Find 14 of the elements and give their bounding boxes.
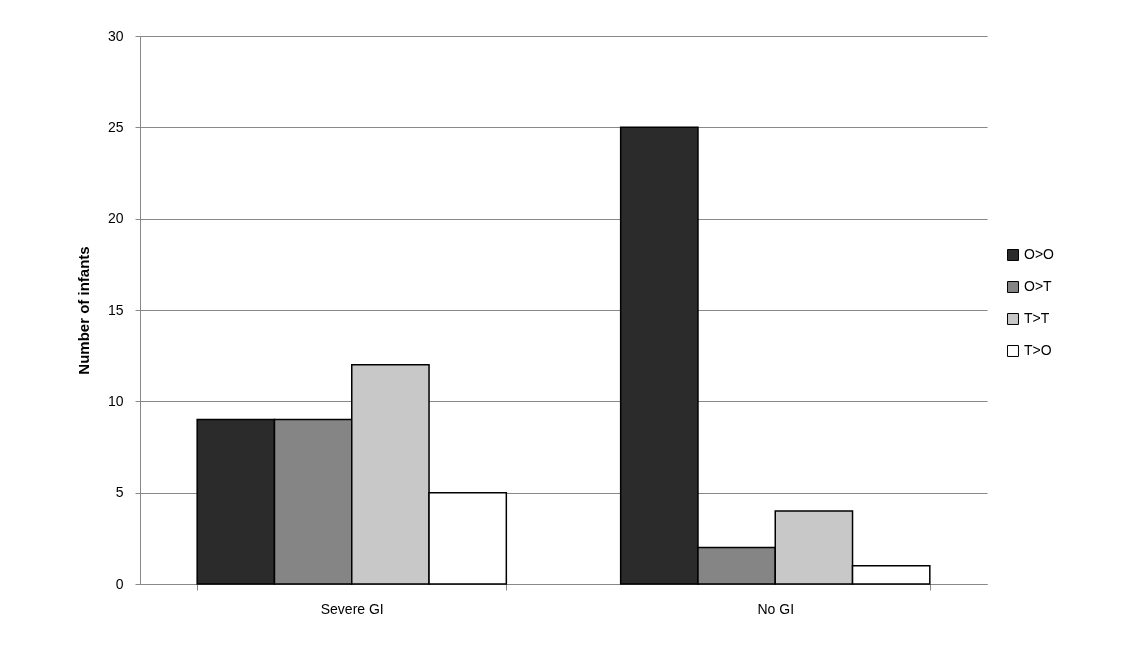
y-tick-label: 10 bbox=[107, 392, 124, 409]
y-axis-title: Number of infants bbox=[74, 246, 92, 375]
x-tick-label: No GI bbox=[757, 600, 795, 617]
legend-label: T>O bbox=[1024, 342, 1052, 358]
y-tick-label: 20 bbox=[107, 210, 124, 227]
legend-label: O>T bbox=[1024, 278, 1053, 294]
x-tick-label: Severe GI bbox=[320, 600, 384, 617]
y-tick-label: 5 bbox=[115, 484, 124, 501]
legend-label: T>T bbox=[1024, 310, 1050, 326]
y-tick-label: 15 bbox=[107, 301, 124, 318]
legend-label: O>O bbox=[1024, 246, 1055, 262]
y-tick-label: 0 bbox=[115, 575, 124, 592]
y-tick-label: 25 bbox=[107, 118, 124, 135]
y-tick-label: 30 bbox=[107, 27, 124, 44]
